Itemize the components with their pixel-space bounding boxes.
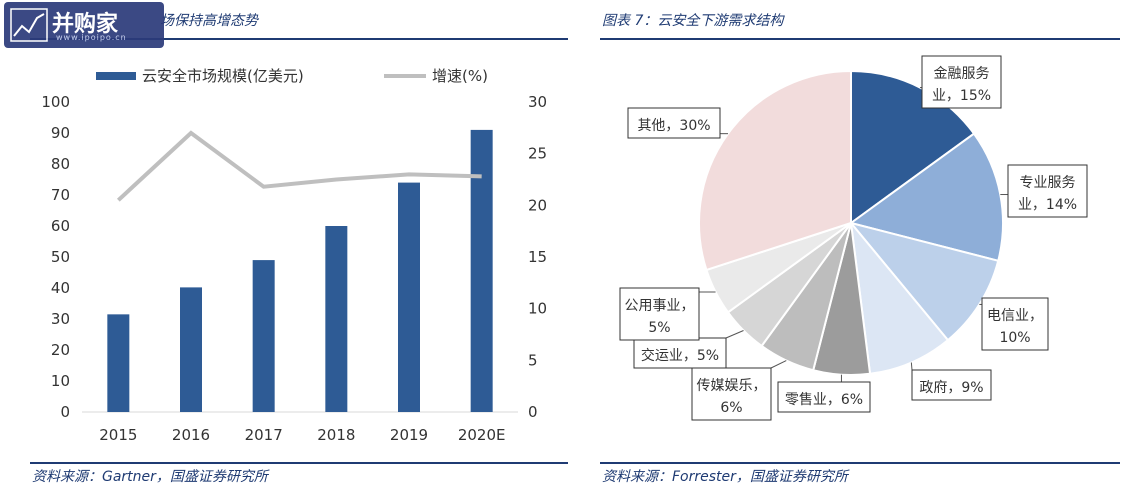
y-tick-label: 0 xyxy=(60,403,70,421)
leader-line xyxy=(725,330,744,339)
slice-label: 电信业， xyxy=(987,308,1043,324)
pie-slice xyxy=(849,219,950,375)
slice-label: 5% xyxy=(648,320,670,336)
y-tick-label: 80 xyxy=(51,155,70,173)
leader-line xyxy=(910,362,913,371)
slice-label: 其他，30% xyxy=(637,118,710,134)
x-tick-label: 2015 xyxy=(99,426,137,444)
legend-bar-swatch xyxy=(96,72,136,80)
y-tick-label: 100 xyxy=(41,93,70,111)
bar xyxy=(107,314,130,412)
y-tick-label: 30 xyxy=(51,310,70,328)
x-tick-label: 2016 xyxy=(172,426,210,444)
x-tick-label: 2020E xyxy=(458,426,506,444)
y2-tick-label: 5 xyxy=(528,351,538,369)
slice-label: 10% xyxy=(999,330,1030,346)
y-tick-label: 70 xyxy=(51,186,70,204)
y2-tick-label: 25 xyxy=(528,145,547,163)
bar xyxy=(252,260,275,412)
left-source: 资料来源：Gartner，国盛证券研究所 xyxy=(32,469,268,485)
y2-tick-label: 20 xyxy=(528,196,547,214)
slice-label-box xyxy=(921,55,1002,109)
y-tick-label: 40 xyxy=(51,279,70,297)
y-tick-label: 60 xyxy=(51,217,70,235)
watermark-logo: 并购家 www.ipoipo.cn xyxy=(4,2,164,48)
y2-tick-label: 15 xyxy=(528,248,547,266)
slice-label: 业，14% xyxy=(1018,197,1077,213)
right-chart-panel: 图表 7：云安全下游需求结构 金融服务业，15% 专业服务业，14% 电信业， 10%… xyxy=(590,0,1145,504)
title-rule xyxy=(30,38,568,40)
slice-label: 金融服务 xyxy=(934,66,990,82)
slice-label-box xyxy=(619,287,700,341)
legend-bar-label: 云安全市场规模(亿美元) xyxy=(142,67,304,85)
bar xyxy=(470,129,493,412)
bar xyxy=(398,182,420,412)
pie-slice xyxy=(848,221,1000,342)
logo-subtext: www.ipoipo.cn xyxy=(56,33,127,42)
slice-label-box xyxy=(633,337,727,369)
slice-label-box xyxy=(627,107,721,139)
slice-label: 专业服务 xyxy=(1020,175,1076,191)
left-chart-panel: 场保持高增态势 云安全市场规模(亿美元) 增速(%) 0 10 20 30 40 50 60 70… xyxy=(0,0,570,504)
x-tick-label: 2019 xyxy=(390,426,428,444)
right-panel-title: 图表 7：云安全下游需求结构 xyxy=(602,13,784,29)
right-source: 资料来源：Forrester，国盛证券研究所 xyxy=(602,469,848,485)
source-rule xyxy=(30,462,568,464)
slice-label: 政府，9% xyxy=(919,380,983,396)
bar xyxy=(325,226,348,412)
y2-tick-label: 10 xyxy=(528,300,547,318)
slice-label: 业，15% xyxy=(932,88,991,104)
y-tick-label: 50 xyxy=(51,248,70,266)
slice-label: 零售业，6% xyxy=(785,392,863,408)
title-rule xyxy=(600,38,1120,40)
leader-line xyxy=(770,360,787,369)
growth-line xyxy=(116,130,482,202)
slice-label-box xyxy=(777,381,871,413)
x-tick-label: 2017 xyxy=(245,426,283,444)
y2-tick-label: 30 xyxy=(528,93,547,111)
source-rule xyxy=(600,462,1120,464)
left-panel-title: 场保持高增态势 xyxy=(160,13,258,29)
slice-label-box xyxy=(1007,164,1088,218)
slice-label: 传媒娱乐， xyxy=(697,378,767,394)
slice-label: 公用事业， xyxy=(625,298,695,314)
bar xyxy=(180,287,202,412)
y-tick-label: 20 xyxy=(51,341,70,359)
slice-label-box xyxy=(691,367,772,421)
slice-label-box xyxy=(981,297,1049,351)
y-tick-label: 90 xyxy=(51,124,70,142)
slice-label-box xyxy=(911,369,992,401)
legend-line-label: 增速(%) xyxy=(432,67,488,85)
logo-chart-icon xyxy=(10,8,48,42)
y2-tick-label: 0 xyxy=(528,403,538,421)
y-tick-label: 10 xyxy=(51,372,70,390)
logo-text: 并购家 xyxy=(52,12,119,37)
slice-label: 6% xyxy=(720,400,742,416)
slice-label: 交运业，5% xyxy=(641,347,719,364)
combo-chart: 云安全市场规模(亿美元) 增速(%) 0 10 20 30 40 50 60 70 80 90 100 0… xyxy=(41,67,547,444)
x-tick-label: 2018 xyxy=(317,426,355,444)
